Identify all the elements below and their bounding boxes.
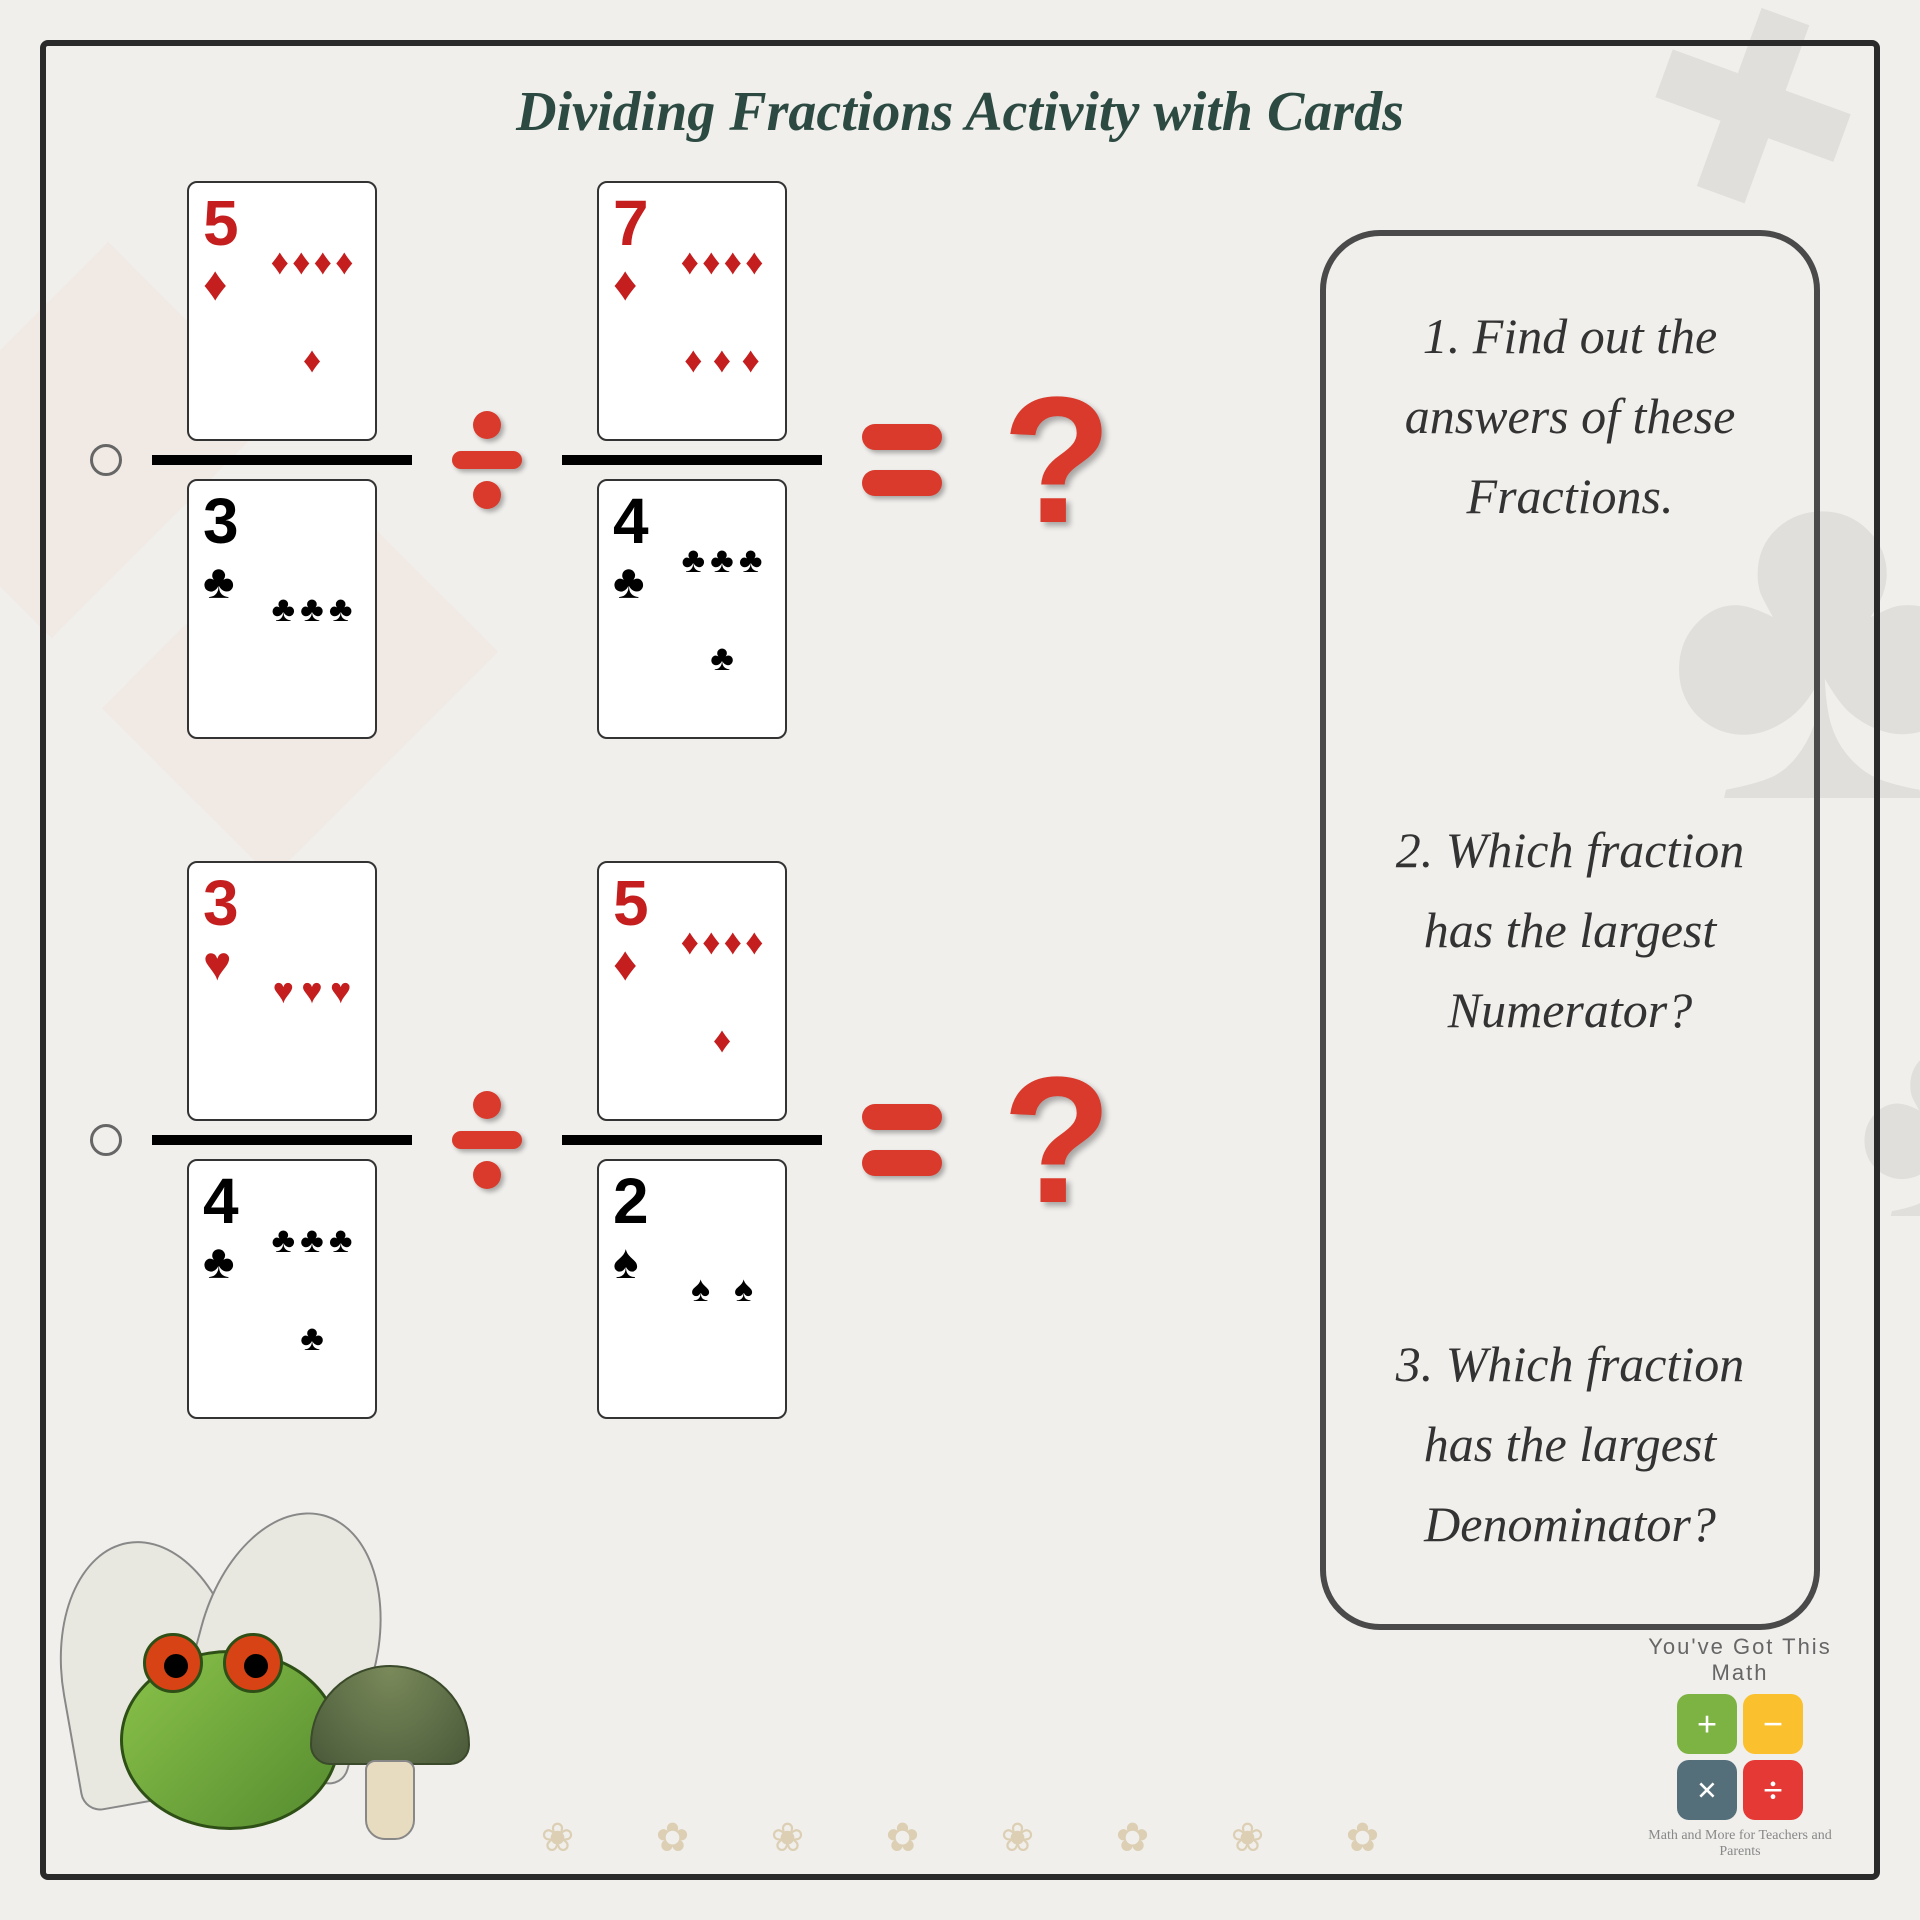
card-suit-icon: ♣ (203, 1239, 235, 1287)
card-suit-icon: ♣ (203, 559, 235, 607)
question-text: 3. Which fraction has the largest Denomi… (1366, 1324, 1774, 1564)
card-suit-icon: ♥ (203, 941, 232, 989)
page-title: Dividing Fractions Activity with Cards (0, 80, 1920, 144)
fraction: 3 ♥ ♥♥♥ 4 ♣ ♣♣♣♣ (152, 861, 412, 1419)
card-pips: ♣♣♣ (269, 511, 355, 707)
card-suit-icon: ♦ (203, 261, 228, 309)
answer-placeholder: ? (1002, 357, 1112, 564)
playing-card: 5 ♦ ♦♦♦♦♦ (187, 181, 377, 441)
logo-tagline: Math and More for Teachers and Parents (1630, 1828, 1850, 1860)
playing-card: 4 ♣ ♣♣♣♣ (597, 479, 787, 739)
logo-text: You've Got This Math (1630, 1634, 1850, 1686)
card-pips: ♥♥♥ (269, 893, 355, 1089)
card-rank: 7 (613, 191, 649, 255)
divide-operator-icon (452, 411, 522, 509)
problems-area: 5 ♦ ♦♦♦♦♦ 3 ♣ ♣♣♣ 7 ♦ ♦♦♦♦♦♦♦ 4 ♣ ♣♣♣♣ ?… (90, 200, 1290, 1560)
card-rank: 4 (203, 1169, 239, 1233)
card-rank: 5 (203, 191, 239, 255)
frog-illustration (60, 1530, 480, 1870)
card-pips: ♠♠ (679, 1191, 765, 1387)
card-pips: ♦♦♦♦♦ (269, 213, 355, 409)
brand-logo: You've Got This Math +−×÷ Math and More … (1630, 1634, 1850, 1860)
card-suit-icon: ♦ (613, 261, 638, 309)
card-pips: ♣♣♣♣ (269, 1191, 355, 1387)
logo-cell: − (1743, 1694, 1803, 1754)
question-text: 2. Which fraction has the largest Numera… (1366, 810, 1774, 1050)
playing-card: 7 ♦ ♦♦♦♦♦♦♦ (597, 181, 787, 441)
card-suit-icon: ♠ (613, 1239, 639, 1287)
card-rank: 3 (203, 871, 239, 935)
fraction-bar (152, 1135, 412, 1145)
playing-card: 4 ♣ ♣♣♣♣ (187, 1159, 377, 1419)
fraction: 5 ♦ ♦♦♦♦♦ 2 ♠ ♠♠ (562, 861, 822, 1419)
divide-operator-icon (452, 1091, 522, 1189)
playing-card: 3 ♣ ♣♣♣ (187, 479, 377, 739)
card-pips: ♦♦♦♦♦ (679, 893, 765, 1089)
flower-border: ❀✿❀ ✿❀✿ ❀✿ (500, 1814, 1420, 1874)
playing-card: 2 ♠ ♠♠ (597, 1159, 787, 1419)
card-rank: 2 (613, 1169, 649, 1233)
question-text: 1. Find out the answers of these Fractio… (1366, 296, 1774, 536)
fraction-bar (562, 455, 822, 465)
logo-cell: ÷ (1743, 1760, 1803, 1820)
equals-operator-icon (862, 424, 942, 496)
logo-cell: + (1677, 1694, 1737, 1754)
card-rank: 5 (613, 871, 649, 935)
card-rank: 3 (203, 489, 239, 553)
card-pips: ♣♣♣♣ (679, 511, 765, 707)
problem-row: 3 ♥ ♥♥♥ 4 ♣ ♣♣♣♣ 5 ♦ ♦♦♦♦♦ 2 ♠ ♠♠ ? (90, 880, 1290, 1400)
playing-card: 5 ♦ ♦♦♦♦♦ (597, 861, 787, 1121)
fraction-bar (152, 455, 412, 465)
playing-card: 3 ♥ ♥♥♥ (187, 861, 377, 1121)
bullet-icon (90, 1124, 122, 1156)
bullet-icon (90, 444, 122, 476)
card-pips: ♦♦♦♦♦♦♦ (679, 213, 765, 409)
answer-placeholder: ? (1002, 1037, 1112, 1244)
fraction: 7 ♦ ♦♦♦♦♦♦♦ 4 ♣ ♣♣♣♣ (562, 181, 822, 739)
problem-row: 5 ♦ ♦♦♦♦♦ 3 ♣ ♣♣♣ 7 ♦ ♦♦♦♦♦♦♦ 4 ♣ ♣♣♣♣ ? (90, 200, 1290, 720)
fraction: 5 ♦ ♦♦♦♦♦ 3 ♣ ♣♣♣ (152, 181, 412, 739)
card-rank: 4 (613, 489, 649, 553)
fraction-bar (562, 1135, 822, 1145)
questions-panel: 1. Find out the answers of these Fractio… (1320, 230, 1820, 1630)
card-suit-icon: ♣ (613, 559, 645, 607)
logo-cell: × (1677, 1760, 1737, 1820)
equals-operator-icon (862, 1104, 942, 1176)
card-suit-icon: ♦ (613, 941, 638, 989)
